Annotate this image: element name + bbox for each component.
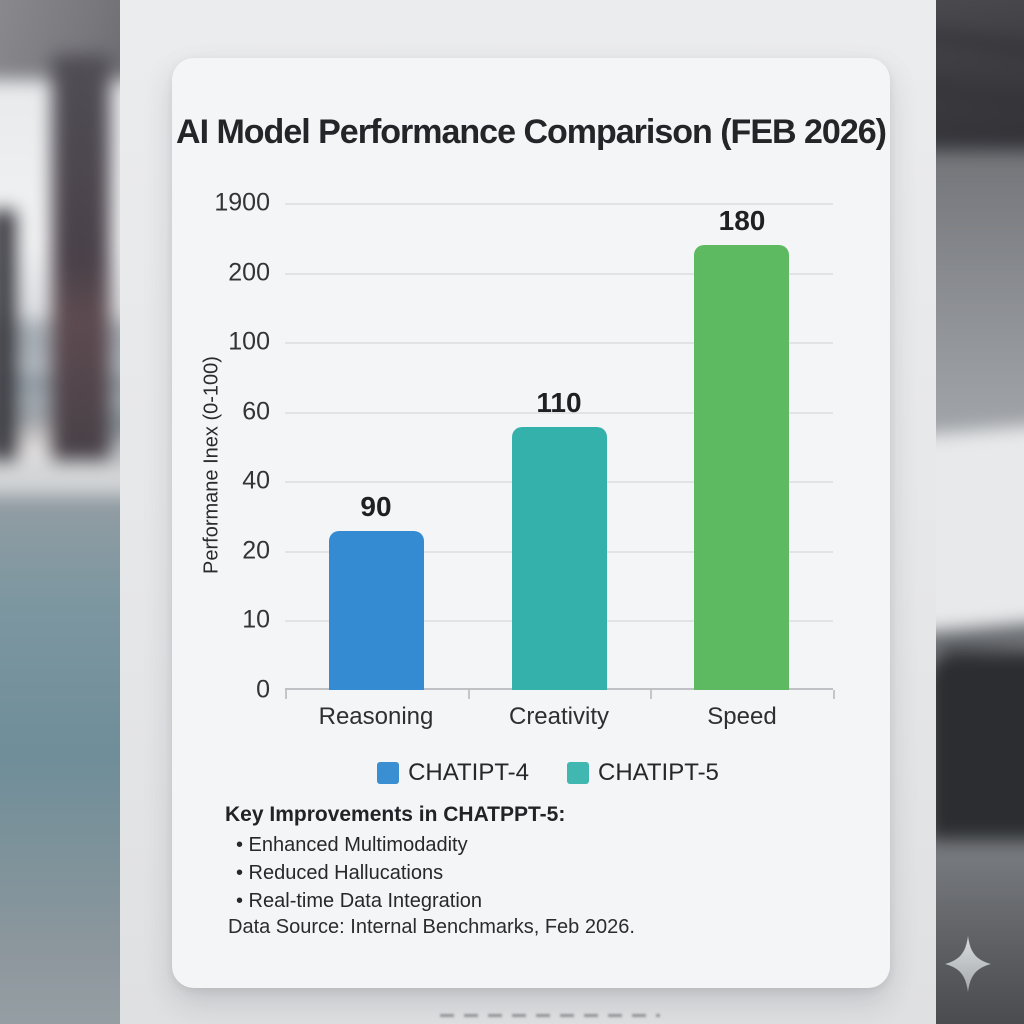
x-axis-tick <box>650 690 652 699</box>
gridline <box>285 203 833 205</box>
bar-value-label: 180 <box>718 205 766 236</box>
legend-swatch <box>567 762 589 784</box>
chart-card: AI Model Performance Comparison (FEB 202… <box>172 58 890 988</box>
bottom-smudge-line <box>440 1014 660 1017</box>
left-background-photo <box>0 0 121 1024</box>
x-axis-tick <box>468 690 470 699</box>
improvement-bullet: • Real-time Data Integration <box>236 890 483 912</box>
legend-item: CHATIPT-5 <box>567 759 719 787</box>
y-tick-label: 200 <box>228 258 270 287</box>
bar-creativity <box>512 427 607 690</box>
right-background-photo <box>936 0 1024 1024</box>
y-axis-labels: 1900 200 100 60 40 20 10 0 <box>172 189 270 704</box>
data-source-caption: Data Source: Internal Benchmarks, Feb 20… <box>228 916 635 938</box>
x-axis-tick <box>833 690 835 699</box>
y-tick-label: 20 <box>242 536 270 565</box>
office-wall <box>936 150 1024 450</box>
bar-speed <box>694 245 789 690</box>
legend-label: CHATIPT-4 <box>408 759 529 786</box>
category-label: Speed <box>707 703 777 730</box>
office-chair <box>936 650 1024 870</box>
category-label: Reasoning <box>318 703 434 730</box>
legend-item: CHATIPT-4 <box>377 759 529 787</box>
window-frame <box>0 210 16 515</box>
bar-value-label: 90 <box>360 491 392 522</box>
x-axis-labels: Reasoning Creativity Speed <box>285 703 833 733</box>
x-axis-tick <box>285 690 287 699</box>
improvements-list: • Enhanced Multimodadity • Reduced Halluc… <box>236 833 736 917</box>
gridline <box>285 342 833 344</box>
ceiling <box>936 0 1024 160</box>
gridline <box>285 273 833 275</box>
sparkle-icon <box>945 936 991 992</box>
bar-reasoning <box>329 531 424 690</box>
y-tick-label: 10 <box>242 605 270 634</box>
legend-label: CHATIPT-5 <box>598 759 719 786</box>
desk-surface <box>936 420 1024 650</box>
improvement-bullet: • Reduced Hallucations <box>236 862 444 884</box>
y-tick-label: 40 <box>242 466 270 495</box>
window-frame-pillar <box>52 55 110 510</box>
office-floor <box>0 495 121 1024</box>
chart-title: AI Model Performance Comparison (FEB 202… <box>176 113 887 151</box>
gridline <box>285 412 833 414</box>
office-floor <box>936 840 1024 1024</box>
plot-area: 90 110 180 <box>285 203 835 699</box>
legend-swatch <box>377 762 400 784</box>
y-tick-label: 1900 <box>214 188 270 217</box>
window-sill <box>0 460 121 500</box>
chart-legend: CHATIPT-4 CHATIPT-5 <box>172 758 890 788</box>
improvements-heading: Key Improvements in CHATPPT-5: <box>225 803 566 826</box>
center-panel: AI Model Performance Comparison (FEB 202… <box>120 0 936 1024</box>
improvement-bullet: • Enhanced Multimodadity <box>236 834 468 856</box>
y-tick-label: 100 <box>228 327 270 356</box>
y-tick-label: 0 <box>256 675 270 704</box>
category-label: Creativity <box>508 703 610 730</box>
bar-value-label: 110 <box>536 387 582 418</box>
y-tick-label: 60 <box>242 397 270 426</box>
office-chair-scene <box>936 0 1024 1024</box>
office-window-scene <box>0 0 121 1024</box>
